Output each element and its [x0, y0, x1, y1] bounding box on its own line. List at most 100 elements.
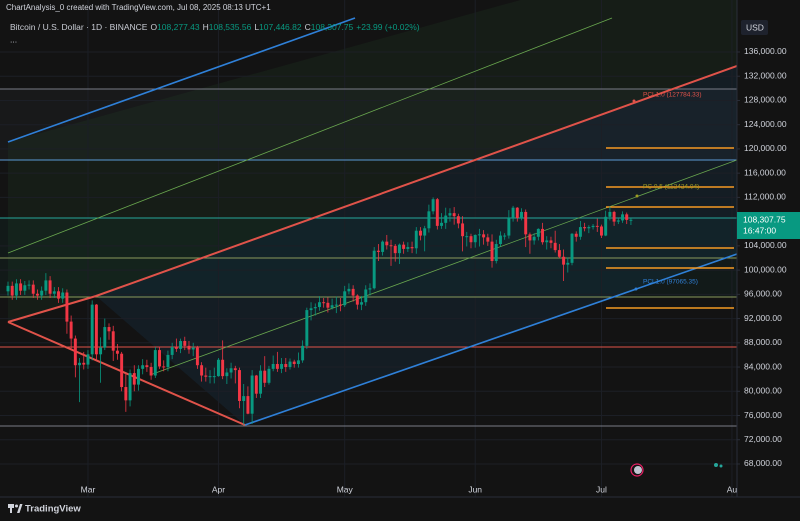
candle-body [477, 234, 481, 236]
candle-body [595, 225, 599, 227]
candle-body [486, 237, 490, 242]
candle-body [419, 230, 422, 236]
brand-name: TradingView [25, 504, 81, 515]
candle-body [204, 375, 208, 377]
candle-body [238, 370, 241, 401]
candle-body [629, 219, 633, 221]
candle-body [406, 247, 410, 249]
candle-body [532, 236, 536, 241]
candle-body [179, 340, 183, 349]
candle-body [393, 245, 397, 254]
candle-body [444, 215, 448, 223]
candle-body [94, 304, 98, 355]
candle-body [414, 230, 418, 249]
candle-body [153, 350, 157, 376]
candle-body [145, 365, 149, 368]
candle-body [301, 345, 305, 361]
candle-body [343, 291, 347, 306]
candle-body [141, 365, 145, 369]
ohlc-key: H [203, 22, 209, 32]
annotation: PC 0.5 (112424.04) [643, 184, 699, 191]
y-tick-label: 132,000.00 [744, 70, 787, 80]
candle-body [35, 293, 39, 296]
marker-icon[interactable] [714, 463, 718, 467]
candle-body [562, 256, 566, 265]
ohlc-value: 108,307.75 [311, 22, 354, 32]
candle-body [225, 372, 229, 377]
price-badge-time: 16:47:00 [743, 225, 776, 235]
candle-body [511, 207, 515, 218]
anchor-dot [634, 287, 638, 291]
candle-body [44, 280, 48, 291]
candle-body [591, 225, 595, 228]
candle-body [259, 370, 263, 394]
candle-body [578, 227, 582, 237]
candle-body [115, 350, 119, 354]
candle-body [461, 223, 465, 237]
y-tick-label: 92,000.00 [744, 313, 782, 323]
candle-body [570, 233, 574, 263]
candle-body [402, 244, 406, 249]
candle-body [107, 327, 111, 332]
ohlc-value: 107,446.82 [259, 22, 302, 32]
candle-body [6, 285, 10, 292]
logo-part [17, 504, 23, 513]
event-icon[interactable] [630, 463, 644, 477]
candle-body [599, 226, 603, 236]
candle-body [313, 307, 317, 309]
candle-body [183, 340, 187, 346]
candle-body [40, 290, 44, 296]
candle-body [621, 214, 624, 221]
candle-body [528, 234, 532, 241]
candle-body [541, 228, 545, 243]
icons [630, 463, 723, 477]
y-tick-label: 136,000.00 [744, 46, 787, 56]
candle-body [128, 373, 132, 401]
candle-body [368, 288, 372, 290]
candle-body [583, 227, 587, 229]
y-tick-label: 116,000.00 [744, 167, 786, 177]
price-badge-price: 108,307.75 [743, 214, 786, 224]
candle-body [360, 302, 364, 305]
candle-body [221, 359, 225, 377]
candle-body [137, 368, 140, 385]
candle-body [553, 242, 557, 251]
candle-body [246, 396, 250, 414]
candle-body [99, 347, 103, 355]
more[interactable]: ... [10, 34, 17, 44]
candle-body [515, 207, 519, 218]
candle-body [57, 291, 60, 299]
logo-part [15, 504, 18, 508]
ohlc-key: L [254, 22, 259, 32]
median-line [7, 65, 737, 323]
candle-body [86, 354, 90, 365]
pitchfork-arm [7, 321, 246, 426]
candle-body [149, 367, 153, 376]
candle-body [48, 280, 52, 294]
candle-body [616, 220, 620, 222]
y-tick-label: 96,000.00 [744, 289, 782, 299]
candle-body [305, 310, 309, 346]
candle-body [545, 240, 549, 243]
ohlc-key: C [305, 22, 311, 32]
candle-body [111, 331, 115, 351]
event-icon-inner [634, 466, 642, 474]
candle-body [263, 370, 267, 383]
candles [6, 197, 633, 425]
symbol-line: Bitcoin / U.S. Dollar · 1D · BINANCE O108… [10, 22, 420, 32]
candle-body [330, 305, 334, 308]
candle-body [334, 304, 338, 306]
candle-body [612, 211, 616, 222]
upper-channel [7, 17, 356, 143]
currency-box[interactable] [741, 20, 768, 35]
y-tick-label: 76,000.00 [744, 410, 782, 420]
y-tick-label: 84,000.00 [744, 361, 782, 371]
brand: TradingView [8, 504, 81, 515]
currency: USD [746, 22, 764, 32]
ohlc-key: O [150, 22, 157, 32]
y-tick-label: 128,000.00 [744, 95, 787, 105]
candle-body [288, 361, 292, 368]
candle-body [397, 244, 401, 254]
